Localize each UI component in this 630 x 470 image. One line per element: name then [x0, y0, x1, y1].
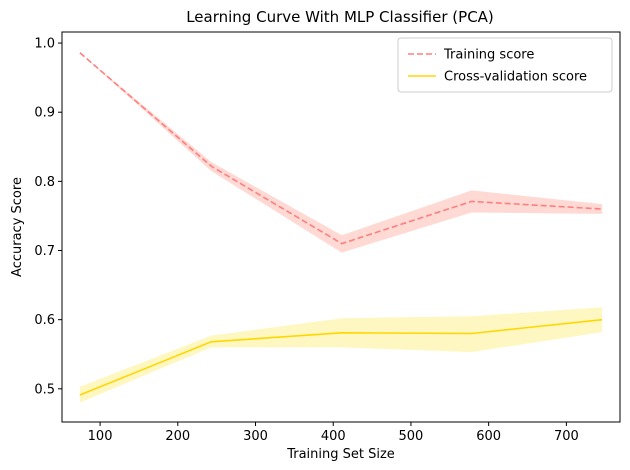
x-tick-label: 100	[88, 429, 113, 444]
legend-box	[397, 37, 613, 93]
y-tick-label: 1.0	[34, 37, 55, 52]
series-1-band	[79, 307, 603, 403]
series-0-line	[79, 52, 603, 245]
series-lines	[79, 52, 603, 396]
x-tick-label: 200	[165, 429, 190, 444]
y-tick-label: 0.7	[34, 244, 55, 259]
x-tick-label: 500	[399, 429, 424, 444]
y-tick-label: 0.9	[34, 106, 55, 121]
legend-label-1: Cross-validation score	[444, 70, 587, 85]
legend: Training score Cross-validation score	[397, 37, 613, 93]
series-1-line	[79, 318, 603, 396]
y-axis-label: Accuracy Score	[10, 177, 25, 277]
series-0-band	[79, 52, 603, 253]
chart-title: Learning Curve With MLP Classifier (PCA)	[186, 8, 494, 26]
y-tick-label: 0.6	[34, 313, 55, 328]
plot-frame	[61, 31, 621, 423]
x-tick-label: 700	[554, 429, 579, 444]
x-axis-ticks: 100 200 300 400 500 600 700	[88, 422, 579, 444]
y-tick-label: 0.8	[34, 175, 55, 190]
x-tick-label: 300	[243, 429, 268, 444]
legend-label-0: Training score	[443, 48, 534, 63]
y-axis-ticks: 0.5 0.6 0.7 0.8 0.9 1.0	[34, 37, 62, 397]
x-tick-label: 600	[476, 429, 501, 444]
x-axis-label: Training Set Size	[286, 447, 395, 462]
x-tick-label: 400	[321, 429, 346, 444]
confidence-bands	[79, 52, 603, 403]
y-tick-label: 0.5	[34, 382, 55, 397]
